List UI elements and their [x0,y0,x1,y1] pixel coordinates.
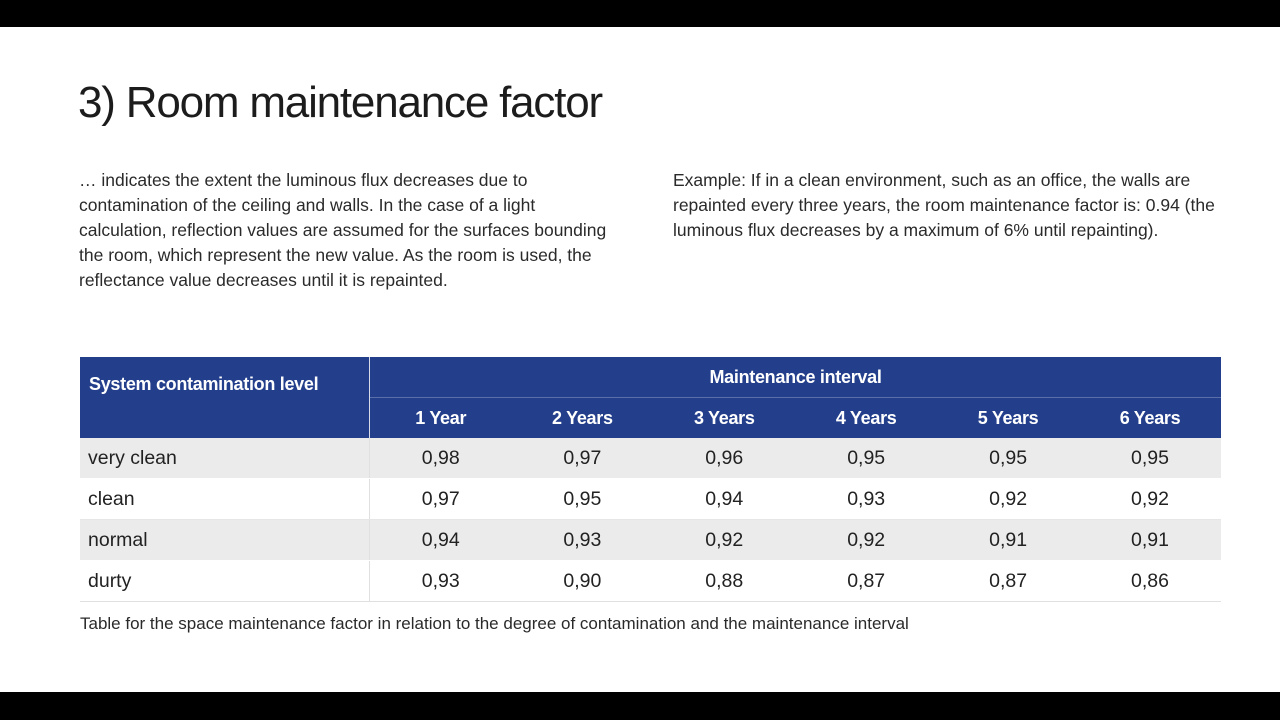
factor-cell: 0,93 [369,560,512,602]
factor-cell: 0,95 [795,438,938,479]
letterbox-bottom [0,692,1280,720]
factor-cell: 0,93 [511,519,654,561]
maintenance-factor-table: System contamination level Maintenance i… [80,357,1221,602]
factor-cell: 0,88 [653,560,796,602]
contamination-level: clean [80,478,370,520]
factor-cell: 0,98 [369,438,512,479]
factor-cell: 0,97 [369,478,512,520]
slide-title: 3) Room maintenance factor [78,78,603,127]
table-caption: Table for the space maintenance factor i… [80,614,909,633]
factor-cell: 0,95 [937,438,1080,479]
factor-cell: 0,94 [653,478,796,520]
factor-cell: 0,91 [1079,519,1221,561]
year-header: 1 Year [369,397,512,438]
year-header: 2 Years [511,397,654,438]
factor-cell: 0,93 [795,478,938,520]
factor-cell: 0,94 [369,519,512,561]
year-header: 5 Years [937,397,1080,438]
year-header: 6 Years [1079,397,1221,438]
factor-cell: 0,87 [795,560,938,602]
factor-cell: 0,92 [937,478,1080,520]
contamination-level-header: System contamination level [80,357,370,438]
factor-cell: 0,92 [653,519,796,561]
factor-cell: 0,91 [937,519,1080,561]
table-row: very clean 0,98 0,97 0,96 0,95 0,95 0,95 [80,438,1221,479]
factor-cell: 0,87 [937,560,1080,602]
contamination-level: durty [80,560,370,602]
table-row: normal 0,94 0,93 0,92 0,92 0,91 0,91 [80,519,1221,561]
factor-cell: 0,86 [1079,560,1221,602]
table-row: clean 0,97 0,95 0,94 0,93 0,92 0,92 [80,478,1221,520]
factor-cell: 0,90 [511,560,654,602]
factor-cell: 0,92 [795,519,938,561]
letterbox-top [0,0,1280,27]
factor-cell: 0,97 [511,438,654,479]
factor-cell: 0,95 [511,478,654,520]
table-row: durty 0,93 0,90 0,88 0,87 0,87 0,86 [80,560,1221,602]
description-paragraph: … indicates the extent the luminous flux… [79,170,607,290]
year-header: 4 Years [795,397,938,438]
year-header: 3 Years [653,397,796,438]
example-paragraph: Example: If in a clean environment, such… [673,170,1215,240]
contamination-level: very clean [80,438,370,479]
factor-cell: 0,92 [1079,478,1221,520]
contamination-level: normal [80,519,370,561]
maintenance-interval-header: Maintenance interval [369,357,1221,398]
factor-cell: 0,96 [653,438,796,479]
factor-cell: 0,95 [1079,438,1221,479]
